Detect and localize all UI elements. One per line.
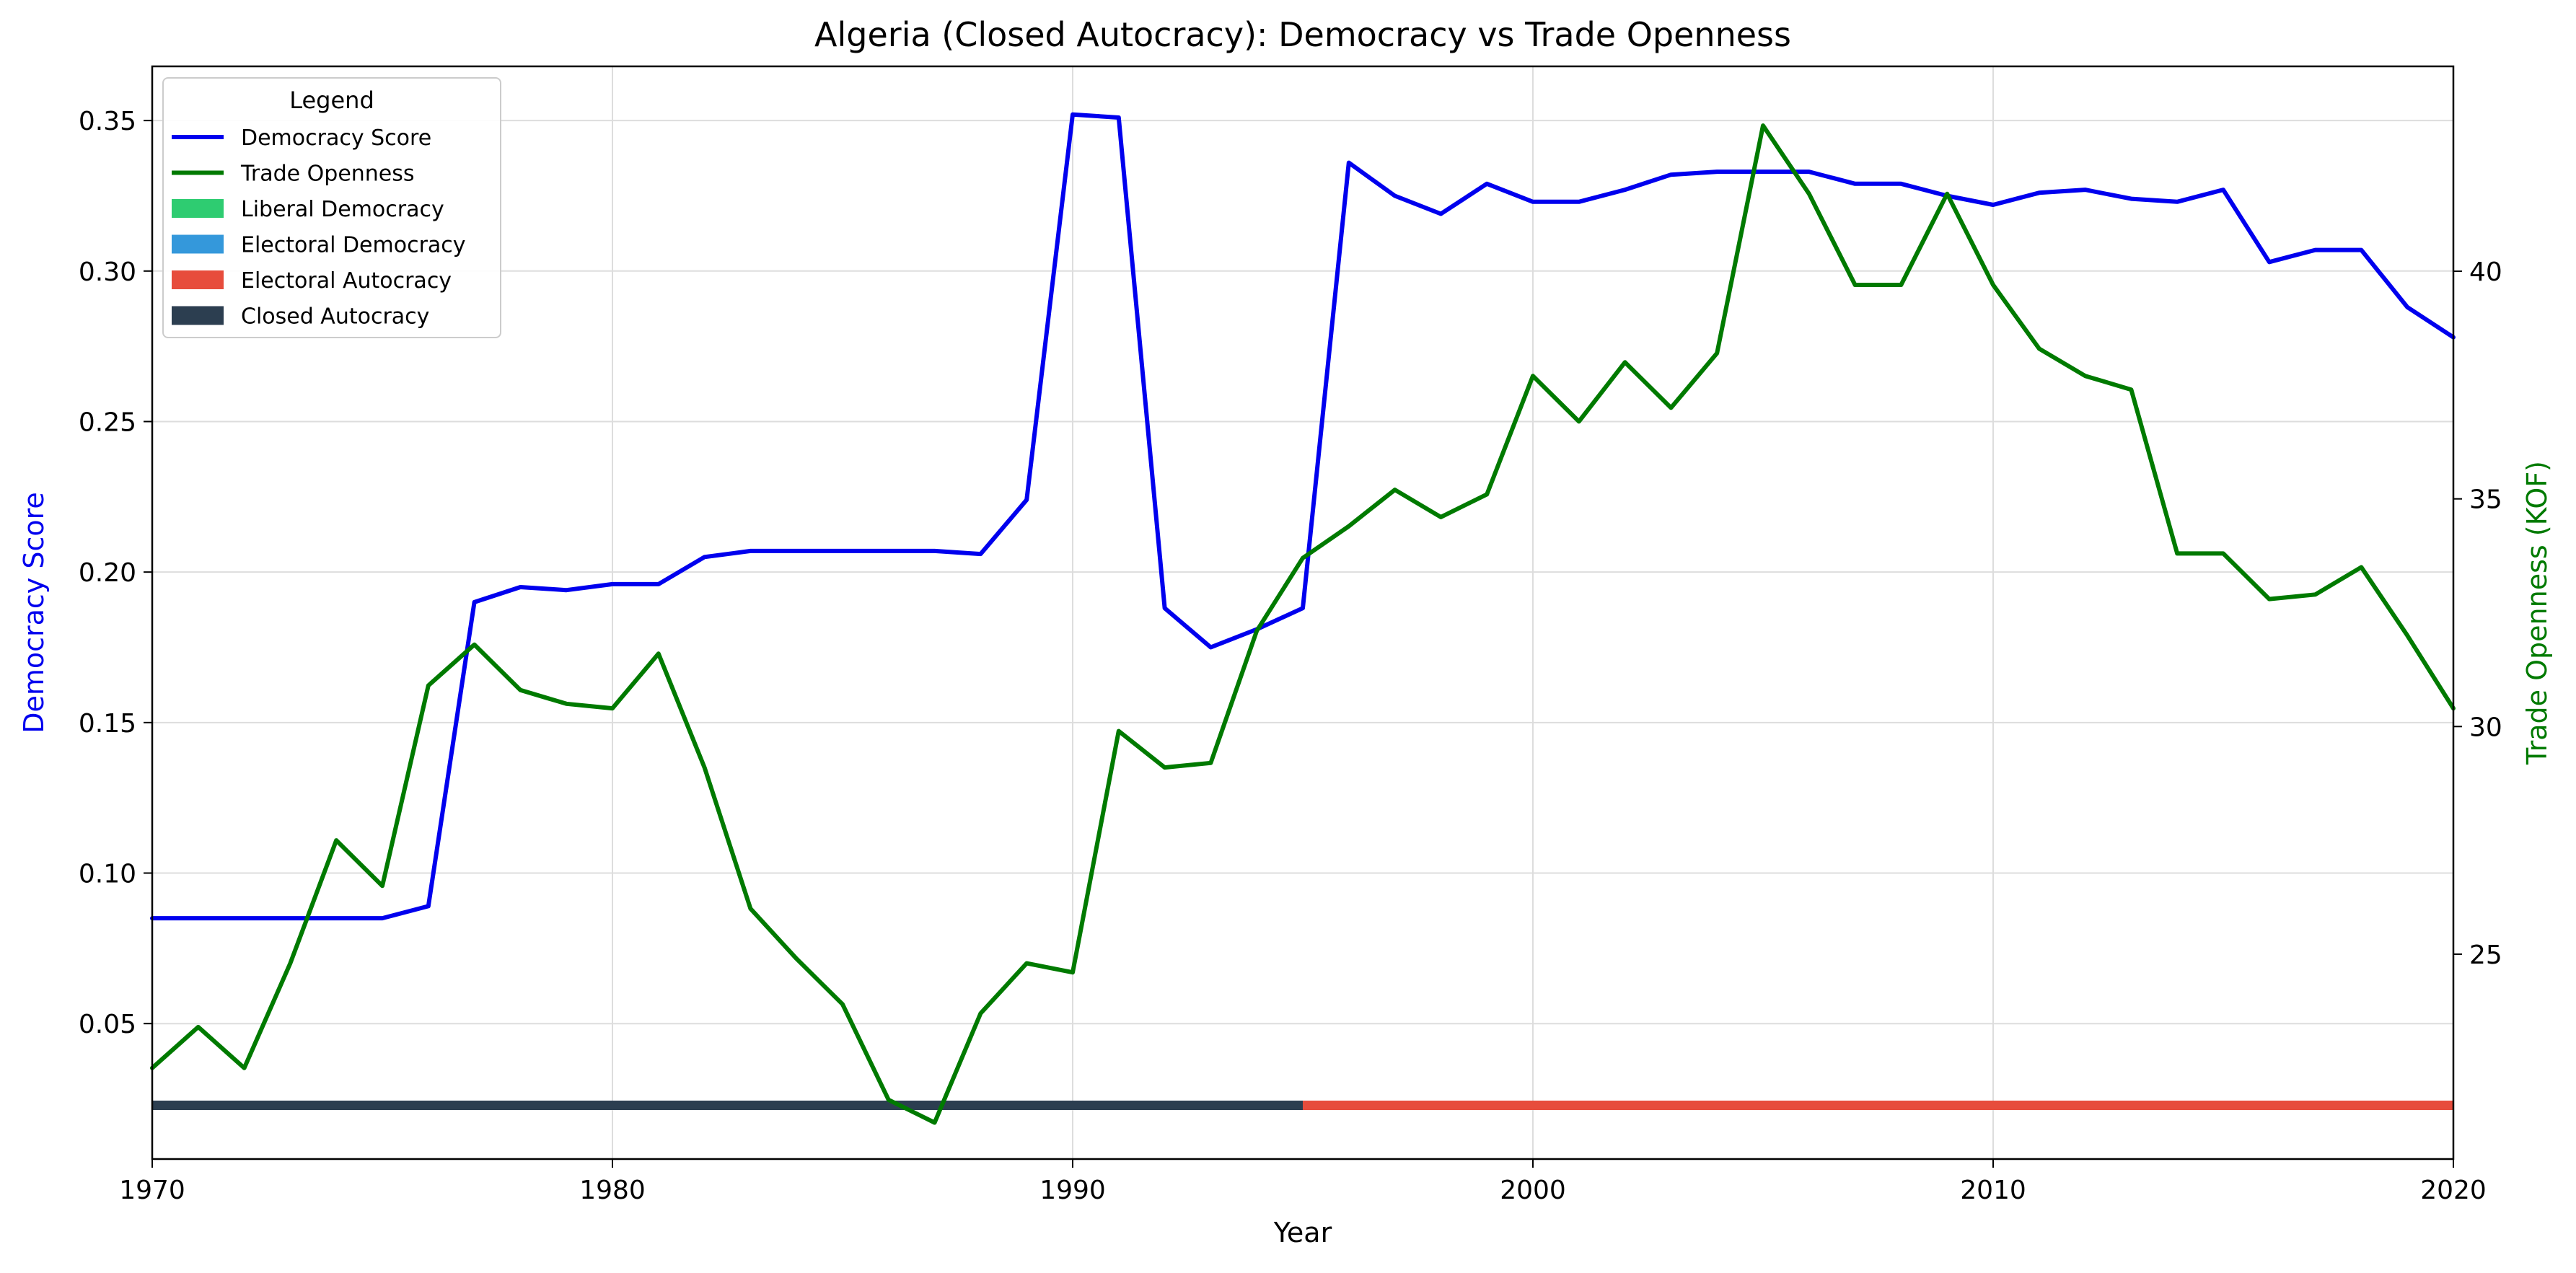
legend-entry-label: Electoral Democracy: [241, 233, 466, 258]
grid: [151, 66, 2454, 1159]
chart-title: Algeria (Closed Autocracy): Democracy vs…: [814, 15, 1791, 54]
series-layer: [150, 112, 2456, 1125]
y-left-tick-label: 0.20: [79, 558, 136, 588]
regime-segment: [1303, 1101, 2453, 1110]
legend-entry-label: Closed Autocracy: [241, 304, 429, 330]
series-line: [150, 123, 2456, 1125]
y-left-tick-label: 0.15: [79, 709, 136, 739]
y-axis-left-label: Democracy Score: [18, 492, 50, 734]
x-tick-label: 2010: [1960, 1176, 2026, 1205]
plot-frame: [151, 65, 2455, 1160]
legend-entry-label: Liberal Democracy: [241, 197, 444, 222]
y-right-tick-label: 25: [2469, 941, 2502, 970]
y-left-tick-label: 0.30: [79, 257, 136, 287]
legend-title: Legend: [289, 87, 374, 114]
y-right-tick-label: 40: [2469, 257, 2502, 287]
x-tick-label: 2020: [2420, 1176, 2487, 1205]
y-left-tick-label: 0.35: [79, 107, 136, 136]
x-tick-label: 1980: [579, 1176, 646, 1205]
series-line: [150, 112, 2456, 921]
y-right-tick-label: 30: [2469, 713, 2502, 742]
regime-segment: [152, 1101, 1303, 1110]
legend-box: [162, 77, 501, 338]
y-left-tick-label: 0.25: [79, 408, 136, 437]
legend-swatch-patch: [172, 270, 224, 289]
x-tick-label: 1970: [119, 1176, 185, 1205]
legend-swatch-patch: [172, 199, 224, 218]
y-right-tick-label: 35: [2469, 485, 2502, 515]
legend-entry-label: Electoral Autocracy: [241, 268, 452, 294]
y-axis-right-label: Trade Openness (KOF): [2521, 461, 2553, 765]
regime-band: [152, 1101, 2453, 1110]
x-axis-label: Year: [1273, 1217, 1332, 1248]
y-left-tick-label: 0.10: [79, 860, 136, 889]
x-tick-label: 2000: [1500, 1176, 1566, 1205]
legend: Legend Democracy Score Trade Openness Liber…: [162, 77, 501, 338]
legend-swatch-patch: [172, 234, 224, 254]
legend-swatch-patch: [172, 306, 224, 325]
y-left-tick-label: 0.05: [79, 1010, 136, 1039]
legend-entry-label: Trade Openness: [240, 162, 415, 187]
legend-entry-label: Democracy Score: [241, 125, 431, 151]
x-tick-label: 1990: [1039, 1176, 1106, 1205]
ticks: 1970 1980 1990 2000 2010 2020 0.05 0.10 0.15 0.20…: [79, 107, 2502, 1205]
